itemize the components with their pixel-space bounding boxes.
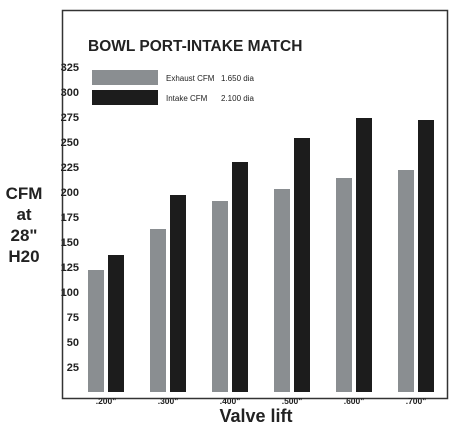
y-axis-label-line: H20 xyxy=(8,247,40,266)
intake-bar xyxy=(232,162,248,392)
legend-dia-intake: 2.100 dia xyxy=(221,94,254,103)
exhaust-bar xyxy=(274,189,290,392)
exhaust-bar xyxy=(212,201,228,392)
y-axis-label-line: CFM xyxy=(5,184,43,203)
intake-bar xyxy=(294,138,310,392)
exhaust-bar xyxy=(336,178,352,392)
y-tick-label: 125 xyxy=(61,262,79,274)
exhaust-bar xyxy=(150,229,166,392)
y-tick-label: 325 xyxy=(61,62,79,74)
y-tick-label: 175 xyxy=(61,212,79,224)
x-tick-label: .400" xyxy=(220,396,241,406)
intake-bar xyxy=(108,255,124,392)
x-tick-label: .300" xyxy=(158,396,179,406)
y-axis-label-line: at xyxy=(16,205,32,224)
x-tick-labels: .200" .300" .400" .500" .600" .700" xyxy=(96,396,427,406)
exhaust-bar xyxy=(398,170,414,392)
intake-bar xyxy=(170,195,186,392)
x-tick-label: .600" xyxy=(344,396,365,406)
y-tick-label: 150 xyxy=(61,237,79,249)
intake-bar xyxy=(418,120,434,392)
x-tick-label: .700" xyxy=(406,396,427,406)
y-tick-label: 275 xyxy=(61,112,79,124)
y-tick-label: 250 xyxy=(61,137,79,149)
legend-dia-exhaust: 1.650 dia xyxy=(221,74,254,83)
exhaust-bar xyxy=(88,270,104,392)
x-axis-label: Valve lift xyxy=(219,406,293,426)
y-tick-label: 200 xyxy=(61,187,79,199)
y-tick-label: 50 xyxy=(67,337,79,349)
legend-swatch-intake xyxy=(92,90,158,105)
legend-label-intake: Intake CFM xyxy=(166,94,208,103)
y-tick-label: 25 xyxy=(67,362,79,374)
y-tick-label: 75 xyxy=(67,312,79,324)
x-tick-label: .500" xyxy=(282,396,303,406)
legend-swatch-exhaust xyxy=(92,70,158,85)
bars xyxy=(88,118,434,392)
y-axis-label: CFM at 28" H20 xyxy=(2,183,46,267)
y-tick-label: 100 xyxy=(61,287,79,299)
y-tick-label: 300 xyxy=(61,87,79,99)
y-axis-label-line: 28" xyxy=(10,226,38,245)
legend-label-exhaust: Exhaust CFM xyxy=(166,74,215,83)
y-tick-label: 225 xyxy=(61,162,79,174)
chart-title: BOWL PORT-INTAKE MATCH xyxy=(88,38,302,55)
x-tick-label: .200" xyxy=(96,396,117,406)
intake-bar xyxy=(356,118,372,392)
y-tick-labels: 25 50 75 100 125 150 175 200 225 250 275 300 325 xyxy=(61,62,79,374)
